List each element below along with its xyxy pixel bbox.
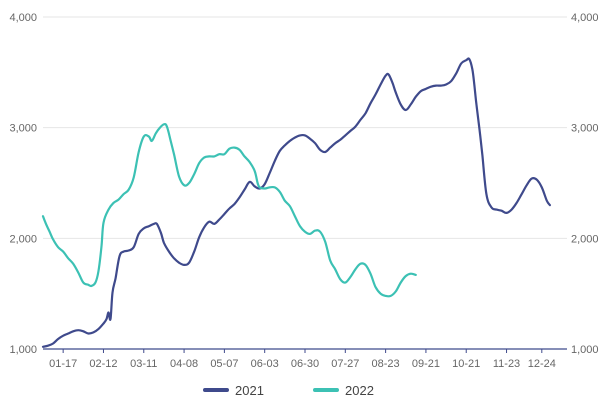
axes: 1,000 1,000 2,000 2,000 3,000 3,000 4,000 4,000…	[9, 12, 598, 370]
series-line-2021	[41, 57, 551, 348]
x-tick-label: 06-30	[291, 358, 319, 370]
y-tick-label-right: 4,000	[571, 12, 599, 24]
y-tick-label-left: 2,000	[9, 233, 37, 245]
y-tick-label-right: 2,000	[571, 233, 599, 245]
y-tick-label-right: 1,000	[571, 344, 599, 356]
x-tick-label: 08-23	[372, 358, 400, 370]
x-tick-label: 03-11	[130, 358, 157, 370]
y-tick-label-right: 3,000	[571, 123, 599, 135]
x-tick-label: 02-12	[89, 358, 117, 370]
x-tick-label: 12-24	[528, 358, 556, 370]
y-tick-label-left: 3,000	[9, 123, 37, 135]
legend: 2021 2022	[203, 383, 374, 398]
legend-item-2021: 2021	[203, 383, 264, 398]
series-line-2022	[41, 122, 417, 298]
x-tick-label: 01-17	[49, 358, 77, 370]
y-tick-label-left: 4,000	[9, 12, 37, 24]
legend-item-2022: 2022	[313, 383, 374, 398]
x-tick-label: 09-21	[412, 358, 440, 370]
x-tick-label: 10-21	[452, 358, 480, 370]
series-lines	[41, 57, 551, 348]
legend-label: 2021	[235, 383, 264, 398]
x-tick-label: 06-03	[251, 358, 279, 370]
x-tick-label: 04-08	[170, 358, 198, 370]
gridlines	[43, 16, 567, 350]
x-tick-label: 07-27	[331, 358, 359, 370]
legend-label: 2022	[345, 383, 374, 398]
y-tick-label-left: 1,000	[9, 344, 37, 356]
x-tick-label: 11-23	[493, 358, 520, 370]
x-tick-label: 05-07	[210, 358, 238, 370]
